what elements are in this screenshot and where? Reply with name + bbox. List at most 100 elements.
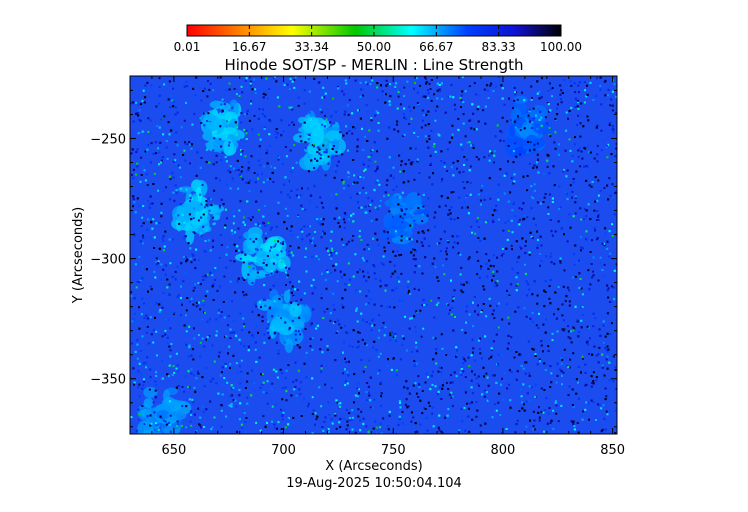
speckle-pixel <box>546 153 549 156</box>
speckle-pixel <box>240 149 242 152</box>
speckle-pixel <box>164 329 167 332</box>
speckle-pixel <box>286 83 289 86</box>
speckle-pixel <box>446 196 449 199</box>
speckle-pixel <box>282 301 285 304</box>
speckle-pixel <box>150 333 153 336</box>
speckle-pixel <box>132 177 135 180</box>
speckle-pixel <box>461 329 464 331</box>
speckle-pixel <box>251 282 254 284</box>
speckle-pixel <box>188 398 191 401</box>
speckle-pixel <box>475 220 478 223</box>
speckle-pixel <box>492 274 495 277</box>
speckle-pixel <box>493 317 496 320</box>
speckle-pixel <box>240 170 243 173</box>
speckle-pixel <box>483 156 486 159</box>
speckle-pixel <box>463 200 466 203</box>
speckle-pixel <box>254 223 257 226</box>
speckle-pixel <box>271 171 274 174</box>
speckle-pixel <box>345 132 348 135</box>
speckle-pixel <box>315 206 318 209</box>
speckle-pixel <box>386 179 389 182</box>
speckle-pixel <box>554 230 557 233</box>
speckle-pixel <box>320 217 322 220</box>
speckle-pixel <box>334 251 337 254</box>
speckle-pixel <box>524 361 526 364</box>
speckle-pixel <box>532 348 535 351</box>
speckle-pixel <box>243 223 246 226</box>
speckle-pixel <box>461 90 464 93</box>
speckle-pixel <box>573 327 576 330</box>
colorbar-tick-label: 0.01 <box>174 40 201 54</box>
speckle-pixel <box>432 358 435 361</box>
speckle-pixel <box>266 421 268 424</box>
speckle-pixel <box>461 291 464 294</box>
speckle-pixel <box>433 316 436 319</box>
speckle-pixel <box>543 430 545 433</box>
speckle-pixel <box>546 159 549 162</box>
speckle-pixel <box>492 270 495 273</box>
speckle-pixel <box>426 214 429 217</box>
speckle-pixel <box>354 394 357 397</box>
speckle-pixel <box>192 217 195 220</box>
speckle-pixel <box>160 118 163 121</box>
speckle-pixel <box>391 272 394 275</box>
speckle-pixel <box>415 346 418 349</box>
speckle-pixel <box>516 370 519 373</box>
speckle-pixel <box>372 346 375 349</box>
speckle-pixel <box>342 182 345 185</box>
speckle-pixel <box>596 219 599 221</box>
speckle-pixel <box>233 215 236 218</box>
speckle-pixel <box>398 280 401 283</box>
speckle-pixel <box>591 276 594 279</box>
speckle-pixel <box>379 279 382 282</box>
speckle-pixel <box>372 237 375 240</box>
speckle-pixel <box>596 238 599 241</box>
speckle-pixel <box>364 81 367 84</box>
speckle-pixel <box>256 89 259 92</box>
speckle-pixel <box>200 216 203 219</box>
speckle-pixel <box>212 283 215 286</box>
speckle-pixel <box>376 208 379 211</box>
speckle-pixel <box>273 300 276 303</box>
speckle-pixel <box>500 254 503 257</box>
speckle-pixel <box>433 143 436 145</box>
speckle-pixel <box>307 225 310 228</box>
speckle-pixel <box>392 250 395 253</box>
speckle-pixel <box>329 291 332 294</box>
speckle-pixel <box>337 319 340 322</box>
speckle-pixel <box>404 163 407 166</box>
speckle-pixel <box>461 420 464 423</box>
speckle-pixel <box>609 104 612 107</box>
speckle-pixel <box>260 373 263 376</box>
speckle-pixel <box>428 135 431 138</box>
speckle-pixel <box>615 147 617 150</box>
speckle-pixel <box>171 275 174 278</box>
speckle-pixel <box>314 323 316 326</box>
speckle-pixel <box>189 197 192 200</box>
speckle-pixel <box>556 113 559 116</box>
speckle-pixel <box>447 96 450 98</box>
speckle-pixel <box>374 170 377 173</box>
speckle-pixel <box>567 330 570 333</box>
speckle-pixel <box>295 161 298 164</box>
speckle-pixel <box>422 205 425 208</box>
speckle-pixel <box>230 229 233 232</box>
speckle-pixel <box>481 309 484 312</box>
speckle-pixel <box>284 377 287 380</box>
speckle-pixel <box>589 154 591 157</box>
speckle-pixel <box>244 420 247 423</box>
speckle-pixel <box>176 111 179 114</box>
speckle-pixel <box>275 403 277 406</box>
speckle-pixel <box>199 283 202 286</box>
speckle-pixel <box>288 326 291 329</box>
speckle-pixel <box>272 245 275 248</box>
speckle-pixel <box>185 101 187 104</box>
speckle-pixel <box>372 427 375 430</box>
speckle-pixel <box>475 401 478 403</box>
speckle-pixel <box>132 120 135 123</box>
speckle-pixel <box>548 297 551 300</box>
speckle-pixel <box>405 380 408 383</box>
speckle-pixel <box>153 413 155 416</box>
speckle-pixel <box>185 80 188 83</box>
speckle-pixel <box>559 368 561 371</box>
